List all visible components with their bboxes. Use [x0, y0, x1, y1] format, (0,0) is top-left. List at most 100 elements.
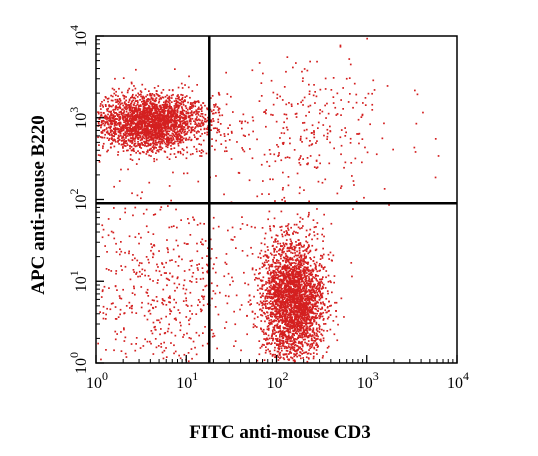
scatter-point: [138, 152, 141, 154]
scatter-point: [301, 341, 303, 343]
scatter-point: [305, 308, 308, 311]
scatter-point: [125, 103, 127, 105]
scatter-point: [307, 308, 309, 311]
scatter-point: [278, 345, 280, 348]
scatter-point: [261, 304, 264, 307]
scatter-point: [145, 128, 147, 130]
scatter-point: [127, 129, 130, 131]
scatter-point: [263, 284, 265, 286]
scatter-point: [304, 270, 307, 273]
scatter-point: [127, 116, 129, 118]
scatter-point: [323, 303, 326, 306]
scatter-point: [295, 241, 297, 243]
scatter-point: [279, 303, 282, 305]
scatter-point: [300, 256, 303, 259]
scatter-point: [311, 331, 314, 333]
scatter-point: [287, 299, 290, 301]
scatter-point: [180, 120, 183, 123]
scatter-point: [321, 292, 324, 295]
scatter-point: [135, 110, 138, 113]
scatter-point: [285, 336, 288, 338]
scatter-point: [289, 283, 292, 286]
scatter-point: [129, 145, 131, 147]
scatter-point: [135, 127, 137, 130]
scatter-point: [317, 335, 319, 338]
scatter-point: [197, 100, 200, 102]
scatter-point: [143, 120, 146, 123]
scatter-point: [143, 125, 146, 127]
scatter-point: [147, 142, 150, 145]
scatter-point: [136, 103, 139, 106]
scatter-point: [203, 128, 206, 131]
scatter-point: [135, 132, 138, 135]
scatter-point: [274, 300, 277, 303]
scatter-point: [279, 253, 281, 256]
scatter-point: [152, 103, 154, 106]
scatter-point: [285, 307, 287, 310]
scatter-point: [327, 280, 330, 283]
scatter-point: [175, 102, 178, 105]
scatter-point: [275, 234, 278, 237]
scatter-point: [315, 287, 318, 290]
scatter-point: [133, 117, 136, 120]
scatter-point: [293, 338, 295, 340]
scatter-point: [135, 68, 137, 71]
scatter-point: [283, 274, 285, 276]
scatter-point: [164, 116, 166, 118]
scatter-point: [286, 320, 288, 323]
scatter-point: [287, 267, 290, 269]
scatter-point: [301, 322, 303, 324]
scatter-point: [292, 259, 294, 261]
scatter-point: [168, 137, 170, 140]
scatter-point: [158, 138, 160, 140]
scatter-point: [276, 323, 279, 325]
scatter-point: [174, 131, 177, 134]
scatter-point: [269, 272, 272, 275]
scatter-point: [133, 110, 135, 112]
scatter-point: [300, 269, 302, 272]
scatter-point: [153, 103, 155, 106]
scatter-point: [295, 316, 298, 318]
scatter-point: [298, 311, 300, 314]
scatter-point: [332, 254, 335, 257]
scatter-point: [122, 113, 124, 115]
scatter-point: [286, 246, 289, 249]
scatter-point: [287, 325, 290, 328]
scatter-point: [170, 118, 173, 120]
scatter-point: [266, 281, 269, 284]
scatter-point: [292, 233, 294, 235]
scatter-point: [318, 296, 321, 298]
scatter-point: [308, 302, 311, 305]
scatter-point: [307, 215, 310, 218]
scatter-point: [274, 324, 276, 327]
scatter-point: [257, 256, 260, 259]
scatter-point: [288, 278, 291, 281]
scatter-point: [183, 134, 186, 136]
scatter-point: [125, 106, 127, 108]
scatter-point: [151, 151, 154, 153]
scatter-point: [140, 95, 142, 98]
scatter-point: [126, 118, 129, 121]
scatter-point: [131, 159, 134, 161]
scatter-point: [134, 100, 137, 102]
scatter-point: [240, 349, 242, 352]
scatter-point: [319, 281, 321, 284]
scatter-point: [185, 110, 188, 113]
scatter-point: [301, 290, 304, 293]
scatter-point: [305, 300, 308, 303]
scatter-point: [155, 152, 157, 154]
scatter-point: [275, 281, 277, 283]
scatter-point: [312, 270, 314, 273]
scatter-point: [165, 120, 168, 123]
scatter-point: [294, 321, 296, 324]
scatter-point: [315, 261, 318, 264]
scatter-point: [177, 151, 180, 154]
scatter-point: [144, 133, 147, 136]
scatter-point: [299, 314, 301, 316]
scatter-point: [283, 358, 286, 361]
scatter-point: [127, 120, 129, 122]
scatter-point: [134, 115, 137, 118]
scatter-point: [128, 99, 131, 102]
scatter-point: [289, 238, 292, 241]
scatter-point: [296, 294, 299, 297]
